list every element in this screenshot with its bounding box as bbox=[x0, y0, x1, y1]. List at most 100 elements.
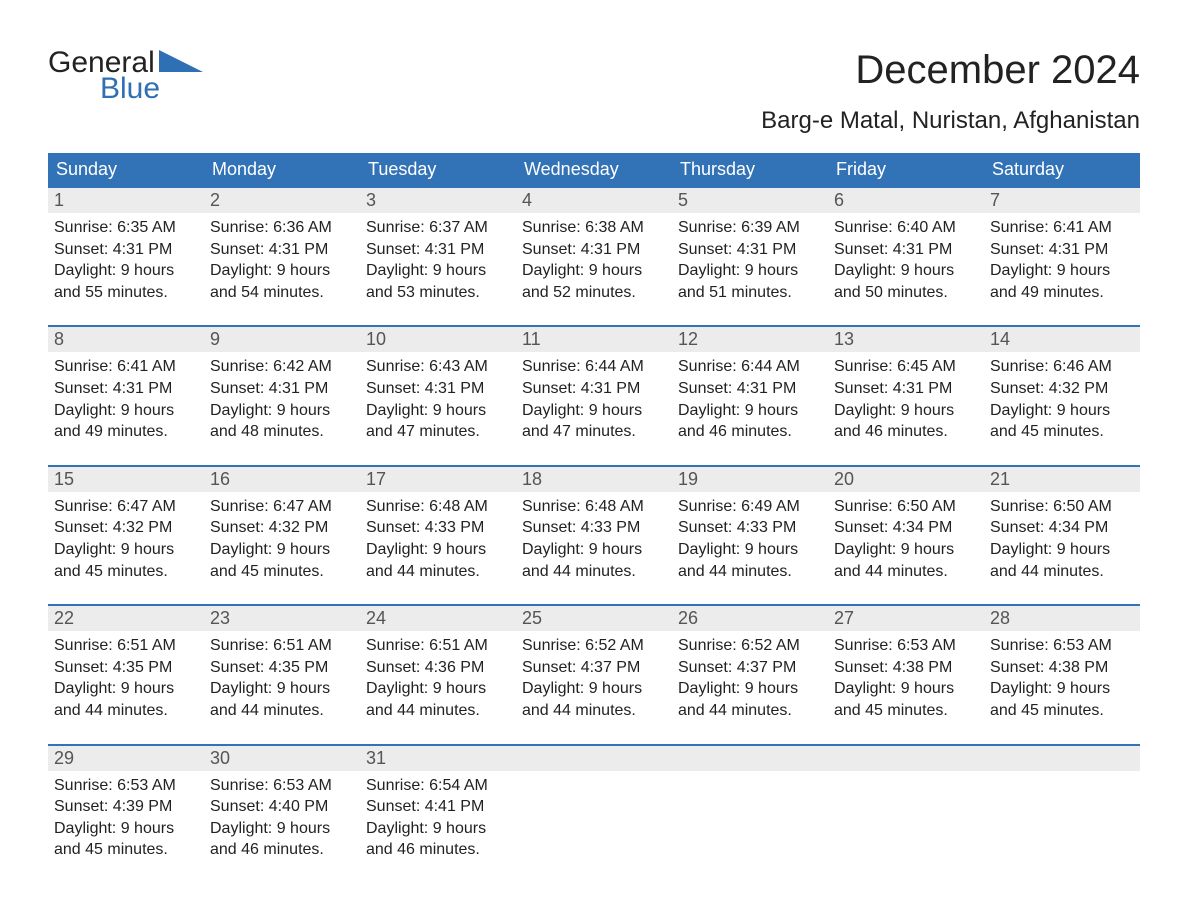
day-number bbox=[834, 748, 839, 768]
day-number-bar: 10 bbox=[360, 327, 516, 352]
sunrise-line: Sunrise: 6:40 AM bbox=[834, 217, 978, 239]
day-cell: 10Sunrise: 6:43 AMSunset: 4:31 PMDayligh… bbox=[360, 327, 516, 446]
daylight-label: Daylight: bbox=[210, 402, 277, 419]
day-body bbox=[672, 771, 828, 779]
day-number: 3 bbox=[366, 190, 376, 210]
sunrise-line: Sunrise: 6:39 AM bbox=[678, 217, 822, 239]
weekday-header-row: SundayMondayTuesdayWednesdayThursdayFrid… bbox=[48, 153, 1140, 186]
day-number: 26 bbox=[678, 608, 698, 628]
day-cell: 7 Sunrise: 6:41 AMSunset: 4:31 PMDaylight… bbox=[984, 188, 1140, 307]
weekday-header-cell: Monday bbox=[204, 153, 360, 186]
day-body: Sunrise: 6:41 AMSunset: 4:31 PMDaylight:… bbox=[984, 213, 1140, 307]
sunset-line: Sunset: 4:31 PM bbox=[834, 239, 978, 261]
day-cell: 24Sunrise: 6:51 AMSunset: 4:36 PMDayligh… bbox=[360, 606, 516, 725]
daylight-label: Daylight: bbox=[990, 262, 1057, 279]
sunrise-label: Sunrise: bbox=[834, 637, 897, 654]
day-body: Sunrise: 6:35 AMSunset: 4:31 PMDaylight:… bbox=[48, 213, 204, 307]
sunset-label: Sunset: bbox=[990, 380, 1049, 397]
sunrise-label: Sunrise: bbox=[834, 358, 897, 375]
day-cell: 16Sunrise: 6:47 AMSunset: 4:32 PMDayligh… bbox=[204, 467, 360, 586]
daylight-line: Daylight: 9 hours and 47 minutes. bbox=[366, 400, 510, 443]
daylight-line: Daylight: 9 hours and 55 minutes. bbox=[54, 260, 198, 303]
sunset-label: Sunset: bbox=[366, 659, 425, 676]
sunrise-line: Sunrise: 6:52 AM bbox=[678, 635, 822, 657]
day-number: 16 bbox=[210, 469, 230, 489]
sunrise-line: Sunrise: 6:50 AM bbox=[834, 496, 978, 518]
day-number-bar bbox=[516, 746, 672, 771]
day-number: 28 bbox=[990, 608, 1010, 628]
day-number: 2 bbox=[210, 190, 220, 210]
sunrise-label: Sunrise: bbox=[210, 637, 273, 654]
sunrise-label: Sunrise: bbox=[366, 637, 429, 654]
sunset-label: Sunset: bbox=[834, 380, 893, 397]
daylight-label: Daylight: bbox=[834, 680, 901, 697]
day-cell: 5Sunrise: 6:39 AMSunset: 4:31 PMDaylight… bbox=[672, 188, 828, 307]
day-number: 5 bbox=[678, 190, 688, 210]
daylight-line: Daylight: 9 hours and 44 minutes. bbox=[522, 539, 666, 582]
day-body: Sunrise: 6:45 AMSunset: 4:31 PMDaylight:… bbox=[828, 352, 984, 446]
day-number: 4 bbox=[522, 190, 532, 210]
sunset-value: 4:31 PM bbox=[893, 380, 953, 397]
day-number: 10 bbox=[366, 329, 386, 349]
day-cell: 19Sunrise: 6:49 AMSunset: 4:33 PMDayligh… bbox=[672, 467, 828, 586]
day-body: Sunrise: 6:38 AMSunset: 4:31 PMDaylight:… bbox=[516, 213, 672, 307]
sunrise-label: Sunrise: bbox=[834, 219, 897, 236]
sunset-value: 4:38 PM bbox=[893, 659, 953, 676]
page-title: December 2024 bbox=[761, 48, 1140, 93]
daylight-line: Daylight: 9 hours and 49 minutes. bbox=[990, 260, 1134, 303]
sunrise-value: 6:51 AM bbox=[117, 637, 176, 654]
sunset-label: Sunset: bbox=[210, 241, 269, 258]
day-number: 31 bbox=[366, 748, 386, 768]
day-number-bar: 2 bbox=[204, 188, 360, 213]
day-body: Sunrise: 6:51 AMSunset: 4:36 PMDaylight:… bbox=[360, 631, 516, 725]
sunrise-label: Sunrise: bbox=[990, 358, 1053, 375]
daylight-line: Daylight: 9 hours and 44 minutes. bbox=[210, 678, 354, 721]
day-number: 17 bbox=[366, 469, 386, 489]
day-number: 7 bbox=[990, 190, 1000, 210]
sunrise-line: Sunrise: 6:52 AM bbox=[522, 635, 666, 657]
day-number-bar: 18 bbox=[516, 467, 672, 492]
sunset-value: 4:38 PM bbox=[1049, 659, 1109, 676]
sunset-value: 4:31 PM bbox=[425, 241, 485, 258]
sunset-value: 4:31 PM bbox=[425, 380, 485, 397]
day-body bbox=[828, 771, 984, 779]
sunrise-line: Sunrise: 6:43 AM bbox=[366, 356, 510, 378]
day-cell: 14Sunrise: 6:46 AMSunset: 4:32 PMDayligh… bbox=[984, 327, 1140, 446]
sunset-label: Sunset: bbox=[834, 519, 893, 536]
sunrise-line: Sunrise: 6:44 AM bbox=[678, 356, 822, 378]
day-body: Sunrise: 6:42 AMSunset: 4:31 PMDaylight:… bbox=[204, 352, 360, 446]
day-cell: 11Sunrise: 6:44 AMSunset: 4:31 PMDayligh… bbox=[516, 327, 672, 446]
daylight-line: Daylight: 9 hours and 47 minutes. bbox=[522, 400, 666, 443]
sunrise-line: Sunrise: 6:36 AM bbox=[210, 217, 354, 239]
day-number-bar: 9 bbox=[204, 327, 360, 352]
day-number-bar bbox=[672, 746, 828, 771]
daylight-line: Daylight: 9 hours and 45 minutes. bbox=[990, 678, 1134, 721]
weekday-header-cell: Sunday bbox=[48, 153, 204, 186]
sunrise-value: 6:52 AM bbox=[741, 637, 800, 654]
sunset-value: 4:31 PM bbox=[113, 380, 173, 397]
sunrise-value: 6:51 AM bbox=[273, 637, 332, 654]
daylight-label: Daylight: bbox=[366, 402, 433, 419]
day-cell: 20Sunrise: 6:50 AMSunset: 4:34 PMDayligh… bbox=[828, 467, 984, 586]
daylight-label: Daylight: bbox=[210, 820, 277, 837]
sunset-value: 4:32 PM bbox=[1049, 380, 1109, 397]
day-number-bar: 24 bbox=[360, 606, 516, 631]
daylight-line: Daylight: 9 hours and 44 minutes. bbox=[54, 678, 198, 721]
day-number: 19 bbox=[678, 469, 698, 489]
sunset-label: Sunset: bbox=[210, 659, 269, 676]
sunset-line: Sunset: 4:37 PM bbox=[678, 657, 822, 679]
day-cell: 21Sunrise: 6:50 AMSunset: 4:34 PMDayligh… bbox=[984, 467, 1140, 586]
day-body: Sunrise: 6:44 AMSunset: 4:31 PMDaylight:… bbox=[672, 352, 828, 446]
sunset-value: 4:34 PM bbox=[1049, 519, 1109, 536]
sunrise-value: 6:35 AM bbox=[117, 219, 176, 236]
sunset-line: Sunset: 4:33 PM bbox=[366, 517, 510, 539]
sunrise-label: Sunrise: bbox=[54, 219, 117, 236]
sunset-label: Sunset: bbox=[678, 380, 737, 397]
sunrise-line: Sunrise: 6:51 AM bbox=[210, 635, 354, 657]
sunrise-label: Sunrise: bbox=[366, 219, 429, 236]
sunrise-line: Sunrise: 6:47 AM bbox=[210, 496, 354, 518]
day-number bbox=[990, 748, 995, 768]
sunset-line: Sunset: 4:34 PM bbox=[834, 517, 978, 539]
sunrise-value: 6:47 AM bbox=[117, 498, 176, 515]
sunrise-label: Sunrise: bbox=[522, 219, 585, 236]
